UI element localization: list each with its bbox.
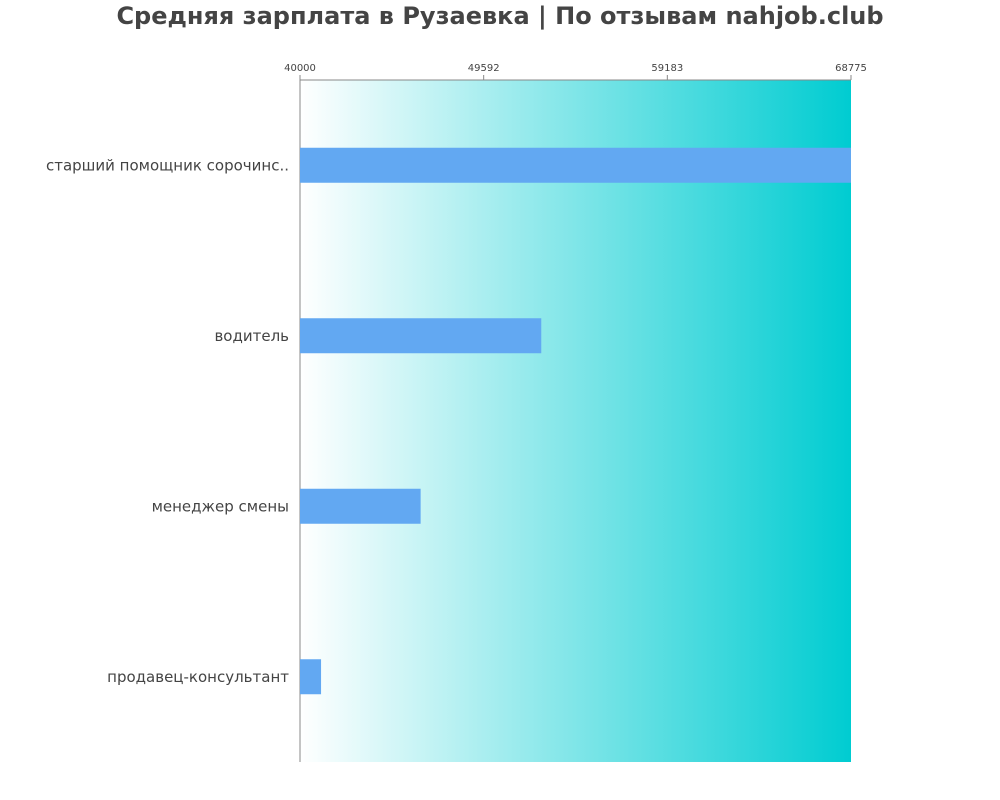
chart-title: Средняя зарплата в Рузаевка | По отзывам… bbox=[116, 2, 884, 30]
x-tick-label: 40000 bbox=[284, 63, 316, 74]
x-axis-ticks: 40000 49592 59183 68775 bbox=[284, 63, 867, 80]
x-tick-label: 68775 bbox=[835, 63, 867, 74]
bar-2 bbox=[300, 488, 421, 524]
bar-1 bbox=[300, 318, 542, 354]
bar-0 bbox=[300, 147, 851, 183]
bars bbox=[300, 147, 851, 695]
plot-background bbox=[300, 80, 851, 762]
category-label: менеджер смены bbox=[152, 497, 289, 515]
category-label: старший помощник сорочинс.. bbox=[46, 156, 289, 174]
category-label: водитель bbox=[214, 327, 289, 345]
bar-3 bbox=[300, 659, 322, 695]
category-label: продавец-консультант bbox=[107, 668, 289, 686]
category-labels: старший помощник сорочинс.. водитель менед… bbox=[46, 156, 289, 686]
x-tick-label: 49592 bbox=[468, 63, 500, 74]
x-tick-label: 59183 bbox=[651, 63, 683, 74]
